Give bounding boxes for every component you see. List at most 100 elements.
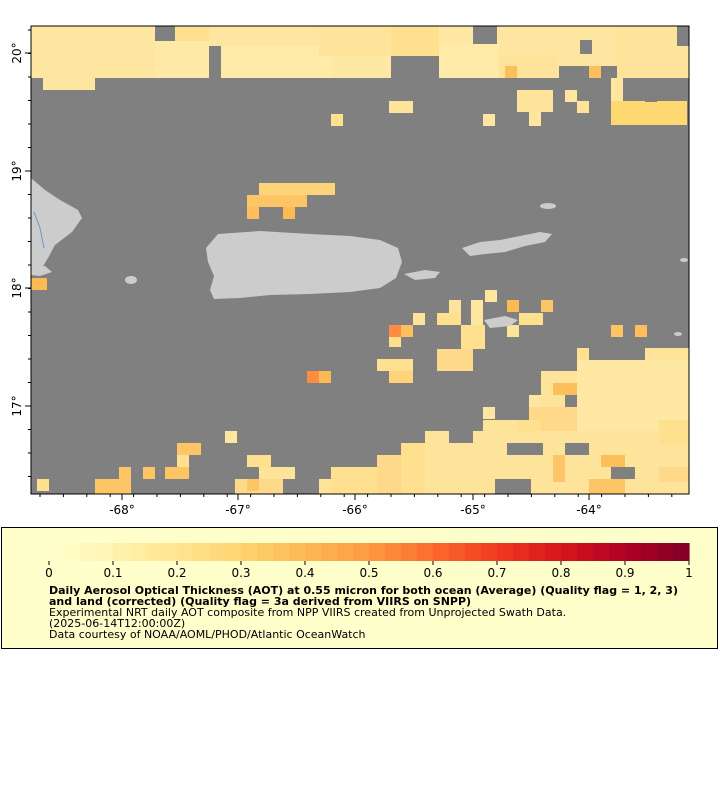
- aot-cell: [529, 112, 541, 126]
- colorbar-cell: [337, 543, 354, 561]
- aot-cell: [259, 467, 295, 479]
- colorbar-cell: [465, 543, 482, 561]
- mona-island: [125, 276, 137, 284]
- colorbar-tick-label: 0.9: [615, 566, 634, 580]
- colorbar-cell: [177, 543, 194, 561]
- colorbar-cell: [673, 543, 690, 561]
- aot-cell: [449, 300, 461, 313]
- colorbar-tick-label: 0.1: [103, 566, 122, 580]
- colorbar-tick-label: 0.8: [551, 566, 570, 580]
- aot-cell: [553, 455, 565, 482]
- aot-cell: [389, 337, 401, 347]
- aot-cell: [577, 101, 589, 113]
- aot-cell: [507, 300, 519, 312]
- aot-cell: [439, 44, 499, 78]
- aot-cell: [43, 78, 95, 90]
- aot-cell: [471, 300, 483, 325]
- anegada-island: [540, 203, 556, 209]
- y-tick-label: 19°: [10, 160, 24, 181]
- lake-line: [33, 211, 45, 249]
- aot-cell: [645, 348, 689, 360]
- aot-cell: [517, 420, 541, 432]
- aot-cell: [155, 41, 209, 78]
- colorbar-cell: [145, 543, 162, 561]
- colorbar-cell: [449, 543, 466, 561]
- colorbar-labels: 0 0.1 0.2 0.3 0.4 0.5 0.6 0.7 0.8 0.9 1: [45, 566, 693, 580]
- aot-cell: [209, 46, 221, 66]
- legend-subtitle: Experimental NRT daily AOT composite fro…: [49, 606, 567, 619]
- aot-cell: [165, 467, 189, 479]
- aot-cell: [283, 207, 295, 219]
- legend-title: Daily Aerosol Optical Thickness (AOT) at…: [49, 584, 678, 608]
- aot-cell: [437, 313, 461, 325]
- aot-cell: [331, 114, 343, 126]
- colorbar-cell: [65, 543, 82, 561]
- colorbar-cell: [81, 543, 98, 561]
- colorbar-cell: [193, 543, 210, 561]
- aot-cell: [659, 467, 689, 482]
- x-tick-label: -64°: [576, 503, 602, 517]
- aot-cell: [119, 467, 131, 479]
- aot-cell: [377, 455, 401, 494]
- colorbar-cell: [257, 543, 274, 561]
- puerto-rico-landmass: [206, 231, 402, 299]
- aot-cell: [565, 443, 589, 455]
- aot-cell: [541, 300, 553, 312]
- aot-cell: [635, 325, 647, 337]
- x-tick-label: -65°: [460, 503, 486, 517]
- x-tick-label: -67°: [225, 503, 251, 517]
- aot-cell: [617, 26, 677, 78]
- aot-cell: [259, 183, 335, 195]
- map-ticks: [25, 29, 673, 500]
- colorbar-tick-label: 0.5: [359, 566, 378, 580]
- x-tick-label: -66°: [342, 503, 368, 517]
- colorbar-cell: [417, 543, 434, 561]
- colorbar-cell: [209, 543, 226, 561]
- colorbar-cell: [657, 543, 674, 561]
- aot-cell: [175, 26, 209, 41]
- island-east: [674, 332, 682, 336]
- saba-island: [680, 258, 688, 262]
- colorbar-cell: [513, 543, 530, 561]
- aot-cell: [209, 26, 319, 46]
- aot-cell: [577, 348, 589, 360]
- aot-cell: [247, 455, 271, 467]
- aot-cell: [391, 26, 439, 56]
- colorbar-cell: [593, 543, 610, 561]
- aot-cell: [319, 479, 331, 494]
- aot-cell: [177, 443, 201, 455]
- colorbar-cell: [433, 543, 450, 561]
- aot-map: -68° -67° -66° -65° -64° 20° 19° 18° 17°: [10, 25, 690, 517]
- aot-cell: [611, 467, 635, 479]
- aot-cell: [589, 479, 625, 494]
- aot-cell: [177, 455, 189, 467]
- aot-cell: [95, 479, 131, 494]
- aot-cell: [517, 90, 553, 112]
- colorbar-cell: [545, 543, 562, 561]
- aot-cell: [519, 313, 543, 325]
- legend-date: (2025-06-14T12:00:00Z): [49, 617, 186, 630]
- aot-cell: [401, 325, 413, 337]
- colorbar-cell: [609, 543, 626, 561]
- colorbar-cell: [289, 543, 306, 561]
- colorbar-cell: [529, 543, 546, 561]
- colorbar-cell: [49, 543, 66, 561]
- aot-cell: [589, 66, 601, 78]
- colorbar: 0 0.1 0.2 0.3 0.4 0.5 0.6 0.7 0.8 0.9 1: [45, 543, 693, 580]
- colorbar-cell: [625, 543, 642, 561]
- y-tick-label: 17°: [10, 395, 24, 416]
- colorbar-cell: [97, 543, 114, 561]
- aot-cell: [331, 467, 377, 494]
- aot-cell: [497, 26, 557, 56]
- map-frame: [30, 25, 690, 495]
- legend-credit: Data courtesy of NOAA/AOML/PHOD/Atlantic…: [49, 628, 366, 641]
- aot-cell: [529, 395, 541, 407]
- aot-cell: [225, 431, 237, 443]
- aot-cell: [495, 479, 531, 494]
- aot-cell: [611, 325, 623, 337]
- aot-cell: [439, 26, 473, 44]
- colorbar-cell: [353, 543, 370, 561]
- landmasses: [31, 178, 688, 336]
- aot-cell: [389, 325, 401, 337]
- colorbar-tick-label: 0: [45, 566, 53, 580]
